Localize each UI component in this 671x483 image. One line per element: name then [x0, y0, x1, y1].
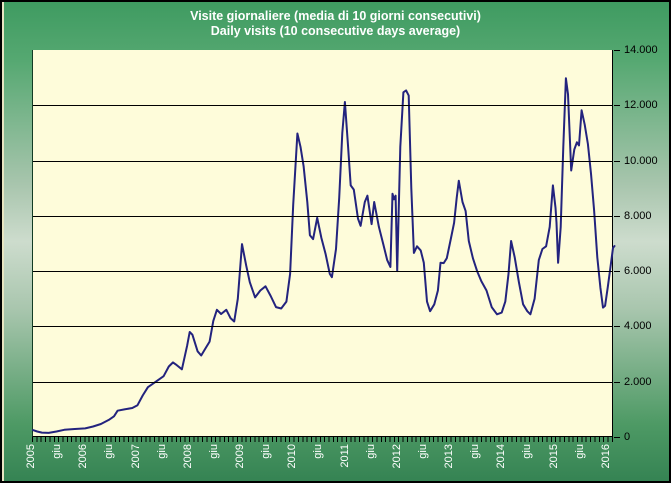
x-axis-tick-label: giu — [155, 444, 168, 459]
y-axis-tick — [614, 271, 620, 273]
x-axis-tick-label: 2008 — [181, 444, 194, 469]
data-line — [32, 77, 616, 434]
y-axis-tick — [614, 215, 620, 217]
x-axis-tick-label: 2007 — [129, 444, 142, 469]
y-axis-tick — [614, 160, 620, 162]
y-axis-tick — [614, 105, 620, 107]
x-axis-tick-label: giu — [51, 444, 64, 459]
y-axis-tick-label: 4.000 — [624, 320, 652, 333]
x-axis-tick-label: giu — [207, 444, 220, 459]
x-axis-tick-label: 2013 — [443, 444, 455, 469]
plot-area — [32, 50, 616, 437]
gridline — [33, 326, 612, 328]
data-line-svg — [32, 77, 616, 434]
gridline — [33, 381, 612, 383]
y-axis-tick-label: 8.000 — [624, 209, 652, 222]
y-axis-tick-label: 2.000 — [624, 375, 652, 388]
gridline — [33, 215, 612, 217]
chart-title-block: Visite giornaliere (media di 10 giorni c… — [2, 9, 669, 39]
gridline — [33, 160, 612, 162]
y-axis-tick — [614, 50, 620, 51]
gridline — [33, 271, 612, 273]
y-axis-tick-label: 14.000 — [624, 44, 658, 56]
y-axis-tick-label: 6.000 — [624, 265, 652, 278]
x-axis-tick-label: 2006 — [77, 444, 90, 469]
chart-subtitle: Daily visits (10 consecutive days averag… — [210, 24, 461, 38]
x-axis-tick-label: 2012 — [390, 444, 403, 469]
x-axis-tick-label: 2009 — [234, 444, 246, 469]
x-axis-tick-label: giu — [364, 444, 377, 459]
y-axis-tick — [614, 437, 620, 438]
x-axis-tick-label: giu — [103, 444, 116, 459]
x-axis-minor-ticks — [32, 437, 614, 442]
y-axis-tick-label: 0 — [624, 431, 631, 443]
x-axis-tick-label: 2010 — [286, 444, 299, 469]
y-axis-tick-label: 10.000 — [624, 154, 658, 167]
y-axis-tick — [614, 326, 620, 328]
x-axis-tick-label: 2005 — [25, 444, 37, 469]
x-axis-tick-label: 2011 — [338, 444, 351, 468]
x-axis-tick-label: giu — [469, 444, 482, 459]
x-axis-tick-label: giu — [312, 444, 325, 459]
x-axis-tick-label: giu — [573, 444, 586, 459]
x-axis-tick-label: 2016 — [599, 444, 612, 469]
gridline — [33, 105, 612, 107]
x-axis-tick-label: giu — [260, 444, 273, 459]
x-axis-tick-label: 2015 — [547, 444, 560, 469]
y-axis-tick — [614, 381, 620, 383]
x-axis-tick-label: giu — [521, 444, 534, 459]
x-axis-tick-label: giu — [416, 444, 429, 459]
x-axis-tick-label: 2014 — [495, 444, 508, 469]
chart-title: Visite giornaliere (media di 10 giorni c… — [190, 9, 481, 23]
y-axis-tick-label: 12.000 — [624, 99, 658, 112]
